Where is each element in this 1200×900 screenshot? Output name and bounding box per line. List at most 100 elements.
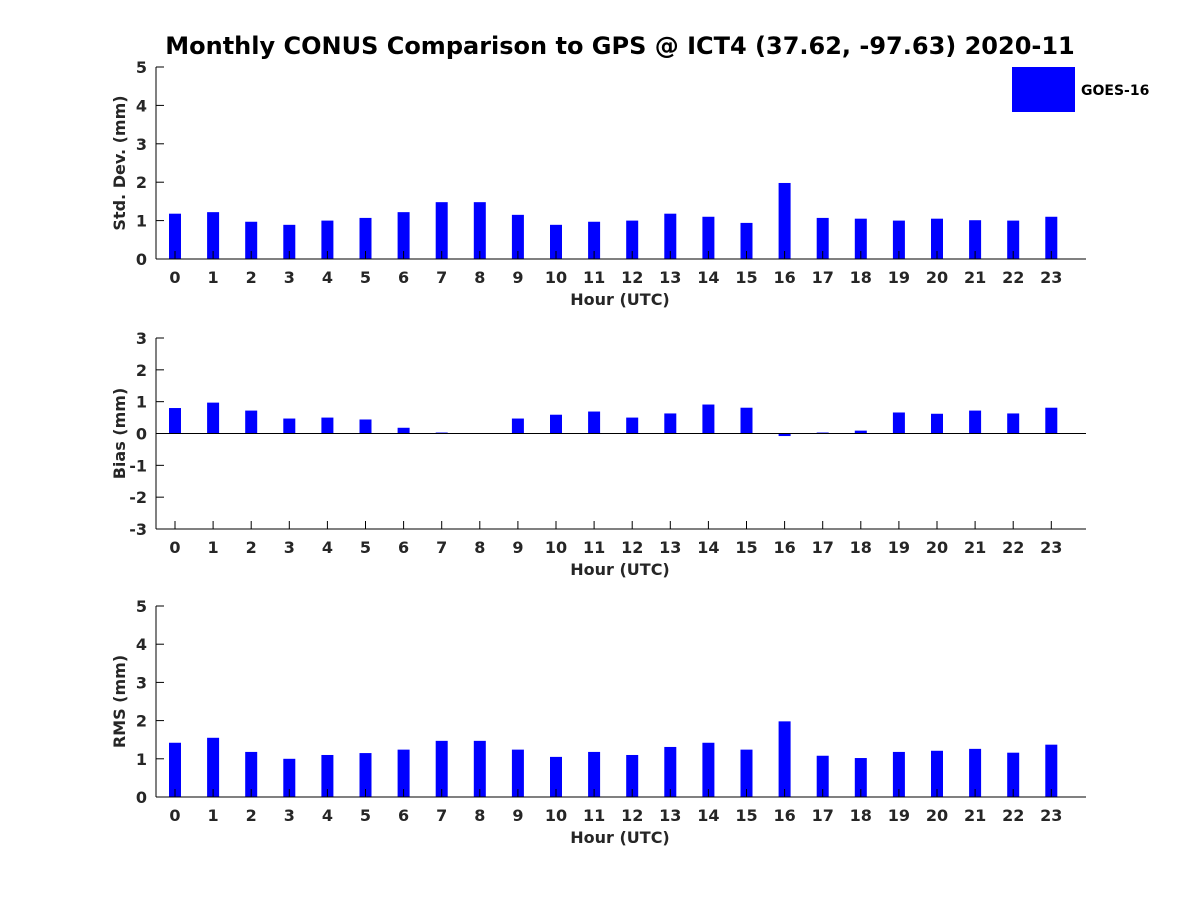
x-tick-label: 23	[1040, 538, 1062, 557]
bar	[473, 202, 486, 259]
bar	[931, 218, 943, 259]
x-tick-label: 4	[322, 538, 333, 557]
bar	[550, 224, 562, 259]
y-tick-label: 0	[136, 425, 147, 444]
x-tick-label: 19	[888, 538, 910, 557]
x-tick-label: 21	[964, 268, 986, 287]
x-tick-label: 9	[512, 268, 523, 287]
bar	[854, 758, 867, 797]
x-tick-label: 19	[888, 806, 910, 825]
bar	[511, 749, 524, 797]
bar	[664, 746, 677, 797]
x-tick-label: 0	[169, 806, 180, 825]
x-tick-label: 21	[964, 806, 986, 825]
bar	[321, 754, 334, 797]
bar	[397, 749, 410, 797]
x-tick-label: 16	[773, 538, 795, 557]
x-tick-label: 17	[812, 268, 834, 287]
x-axis-label: Hour (UTC)	[570, 560, 670, 579]
bar	[1045, 744, 1058, 797]
x-tick-label: 5	[360, 538, 371, 557]
x-tick-label: 20	[926, 538, 948, 557]
x-tick-label: 8	[474, 806, 485, 825]
bar	[511, 214, 524, 259]
x-tick-label: 13	[659, 268, 681, 287]
y-tick-label: 4	[136, 96, 147, 115]
x-tick-label: 12	[621, 268, 643, 287]
bar	[245, 221, 258, 259]
bar	[588, 221, 601, 259]
x-tick-label: 13	[659, 538, 681, 557]
bar	[626, 417, 639, 434]
y-tick-label: 3	[136, 135, 147, 154]
y-tick-label: 3	[136, 329, 147, 348]
bar	[397, 427, 410, 434]
x-tick-label: 23	[1040, 806, 1062, 825]
x-tick-label: 14	[697, 806, 719, 825]
y-tick-label: 1	[136, 212, 147, 231]
bar	[969, 220, 982, 259]
bar	[740, 407, 753, 434]
bar	[473, 740, 486, 797]
legend-label: GOES-16	[1081, 83, 1149, 99]
y-axis-label: Std. Dev. (mm)	[110, 95, 129, 230]
bar	[435, 202, 448, 259]
x-tick-label: 14	[697, 268, 719, 287]
x-tick-label: 2	[246, 268, 257, 287]
x-tick-label: 8	[474, 268, 485, 287]
bar	[702, 742, 715, 797]
x-tick-label: 3	[284, 806, 295, 825]
x-tick-label: 20	[926, 806, 948, 825]
x-tick-label: 2	[246, 806, 257, 825]
bar	[1045, 216, 1058, 259]
bar	[778, 182, 791, 259]
x-tick-label: 7	[436, 268, 447, 287]
y-axis-label: RMS (mm)	[110, 655, 129, 748]
bar	[702, 404, 715, 434]
x-tick-label: 15	[735, 538, 757, 557]
x-tick-label: 7	[436, 806, 447, 825]
x-tick-label: 18	[850, 268, 872, 287]
bar	[511, 418, 524, 434]
y-tick-label: 3	[136, 673, 147, 692]
x-tick-label: 17	[812, 538, 834, 557]
x-tick-label: 18	[850, 538, 872, 557]
bar	[1007, 752, 1020, 797]
x-tick-label: 10	[545, 268, 567, 287]
bar	[359, 217, 372, 259]
bar	[245, 751, 258, 797]
bar	[969, 748, 982, 797]
x-tick-label: 10	[545, 538, 567, 557]
bar	[778, 433, 791, 437]
x-axis-label: Hour (UTC)	[570, 828, 670, 847]
bar	[550, 756, 562, 797]
bar	[778, 721, 791, 797]
bar	[740, 222, 753, 259]
x-tick-label: 16	[773, 268, 795, 287]
bar	[626, 754, 639, 797]
y-tick-label: 0	[136, 250, 147, 269]
bar	[740, 749, 753, 797]
x-tick-label: 3	[284, 268, 295, 287]
bar	[169, 213, 181, 259]
y-tick-label: 1	[136, 750, 147, 769]
bar	[816, 217, 829, 259]
x-tick-label: 7	[436, 538, 447, 557]
y-tick-label: 2	[136, 361, 147, 380]
bar	[207, 402, 220, 434]
bar	[588, 751, 601, 797]
y-tick-label: -3	[129, 520, 147, 539]
y-tick-label: 4	[136, 635, 147, 654]
x-tick-label: 9	[512, 538, 523, 557]
bar	[664, 213, 677, 259]
x-tick-label: 13	[659, 806, 681, 825]
x-tick-label: 22	[1002, 538, 1024, 557]
bar	[931, 750, 943, 797]
x-tick-label: 1	[208, 268, 219, 287]
x-tick-label: 22	[1002, 268, 1024, 287]
x-tick-label: 22	[1002, 806, 1024, 825]
x-tick-label: 15	[735, 268, 757, 287]
